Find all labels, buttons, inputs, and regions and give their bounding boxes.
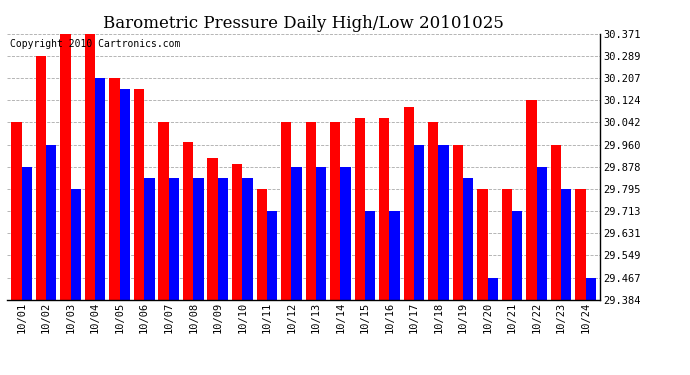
Bar bbox=[551, 145, 561, 300]
Bar bbox=[242, 178, 253, 300]
Bar bbox=[414, 145, 424, 300]
Bar bbox=[340, 167, 351, 300]
Bar bbox=[561, 189, 571, 300]
Bar bbox=[526, 100, 537, 300]
Bar bbox=[306, 123, 316, 300]
Bar bbox=[85, 34, 95, 300]
Bar bbox=[110, 78, 119, 300]
Bar bbox=[36, 56, 46, 300]
Bar bbox=[267, 211, 277, 300]
Bar bbox=[134, 89, 144, 300]
Bar bbox=[281, 123, 291, 300]
Bar bbox=[477, 189, 488, 300]
Bar bbox=[232, 164, 242, 300]
Bar bbox=[144, 178, 155, 300]
Bar bbox=[208, 158, 218, 300]
Bar bbox=[438, 145, 449, 300]
Bar bbox=[169, 178, 179, 300]
Bar bbox=[428, 123, 438, 300]
Bar bbox=[21, 167, 32, 300]
Bar bbox=[463, 178, 473, 300]
Bar bbox=[70, 189, 81, 300]
Bar bbox=[330, 123, 340, 300]
Bar bbox=[575, 189, 586, 300]
Bar bbox=[193, 178, 204, 300]
Bar bbox=[60, 34, 70, 300]
Bar bbox=[365, 211, 375, 300]
Bar bbox=[46, 145, 57, 300]
Bar bbox=[502, 189, 512, 300]
Text: Copyright 2010 Cartronics.com: Copyright 2010 Cartronics.com bbox=[10, 39, 180, 49]
Title: Barometric Pressure Daily High/Low 20101025: Barometric Pressure Daily High/Low 20101… bbox=[104, 15, 504, 32]
Bar bbox=[11, 123, 21, 300]
Bar bbox=[586, 278, 596, 300]
Bar bbox=[95, 78, 106, 300]
Bar bbox=[355, 118, 365, 300]
Bar bbox=[379, 118, 389, 300]
Bar bbox=[183, 142, 193, 300]
Bar bbox=[159, 123, 169, 300]
Bar bbox=[404, 107, 414, 300]
Bar bbox=[218, 178, 228, 300]
Bar bbox=[389, 211, 400, 300]
Bar bbox=[119, 89, 130, 300]
Bar bbox=[291, 167, 302, 300]
Bar bbox=[512, 211, 522, 300]
Bar bbox=[488, 278, 497, 300]
Bar bbox=[257, 189, 267, 300]
Bar bbox=[453, 145, 463, 300]
Bar bbox=[316, 167, 326, 300]
Bar bbox=[537, 167, 547, 300]
